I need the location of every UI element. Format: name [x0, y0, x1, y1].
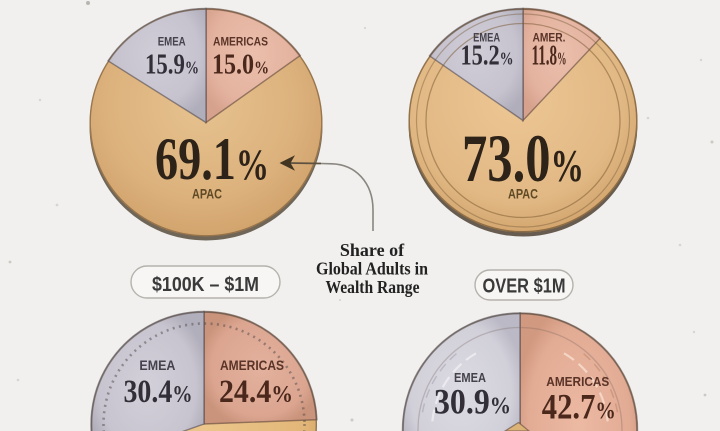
svg-text:OVER $1M: OVER $1M — [483, 276, 566, 298]
svg-text:APAC: APAC — [508, 186, 538, 202]
svg-text:42.7%: 42.7% — [542, 387, 616, 427]
svg-text:EMEA: EMEA — [454, 370, 487, 385]
svg-text:EMEA: EMEA — [158, 37, 186, 49]
svg-text:Global Adults in: Global Adults in — [316, 259, 428, 279]
svg-text:Wealth Range: Wealth Range — [326, 277, 420, 297]
svg-text:EMEA: EMEA — [139, 357, 175, 373]
svg-text:15.2%: 15.2% — [461, 40, 514, 72]
svg-text:Share of: Share of — [340, 240, 405, 260]
svg-text:AMERICAS: AMERICAS — [546, 374, 609, 389]
svg-text:AMERICAS: AMERICAS — [220, 357, 284, 373]
svg-text:AMER.: AMER. — [533, 33, 566, 45]
svg-text:AMERICAS: AMERICAS — [213, 37, 268, 49]
svg-text:69.1%: 69.1% — [155, 126, 269, 192]
svg-text:$100K – $1M: $100K – $1M — [152, 274, 259, 296]
svg-text:EMEA: EMEA — [473, 33, 500, 45]
svg-text:APAC: APAC — [192, 186, 222, 202]
